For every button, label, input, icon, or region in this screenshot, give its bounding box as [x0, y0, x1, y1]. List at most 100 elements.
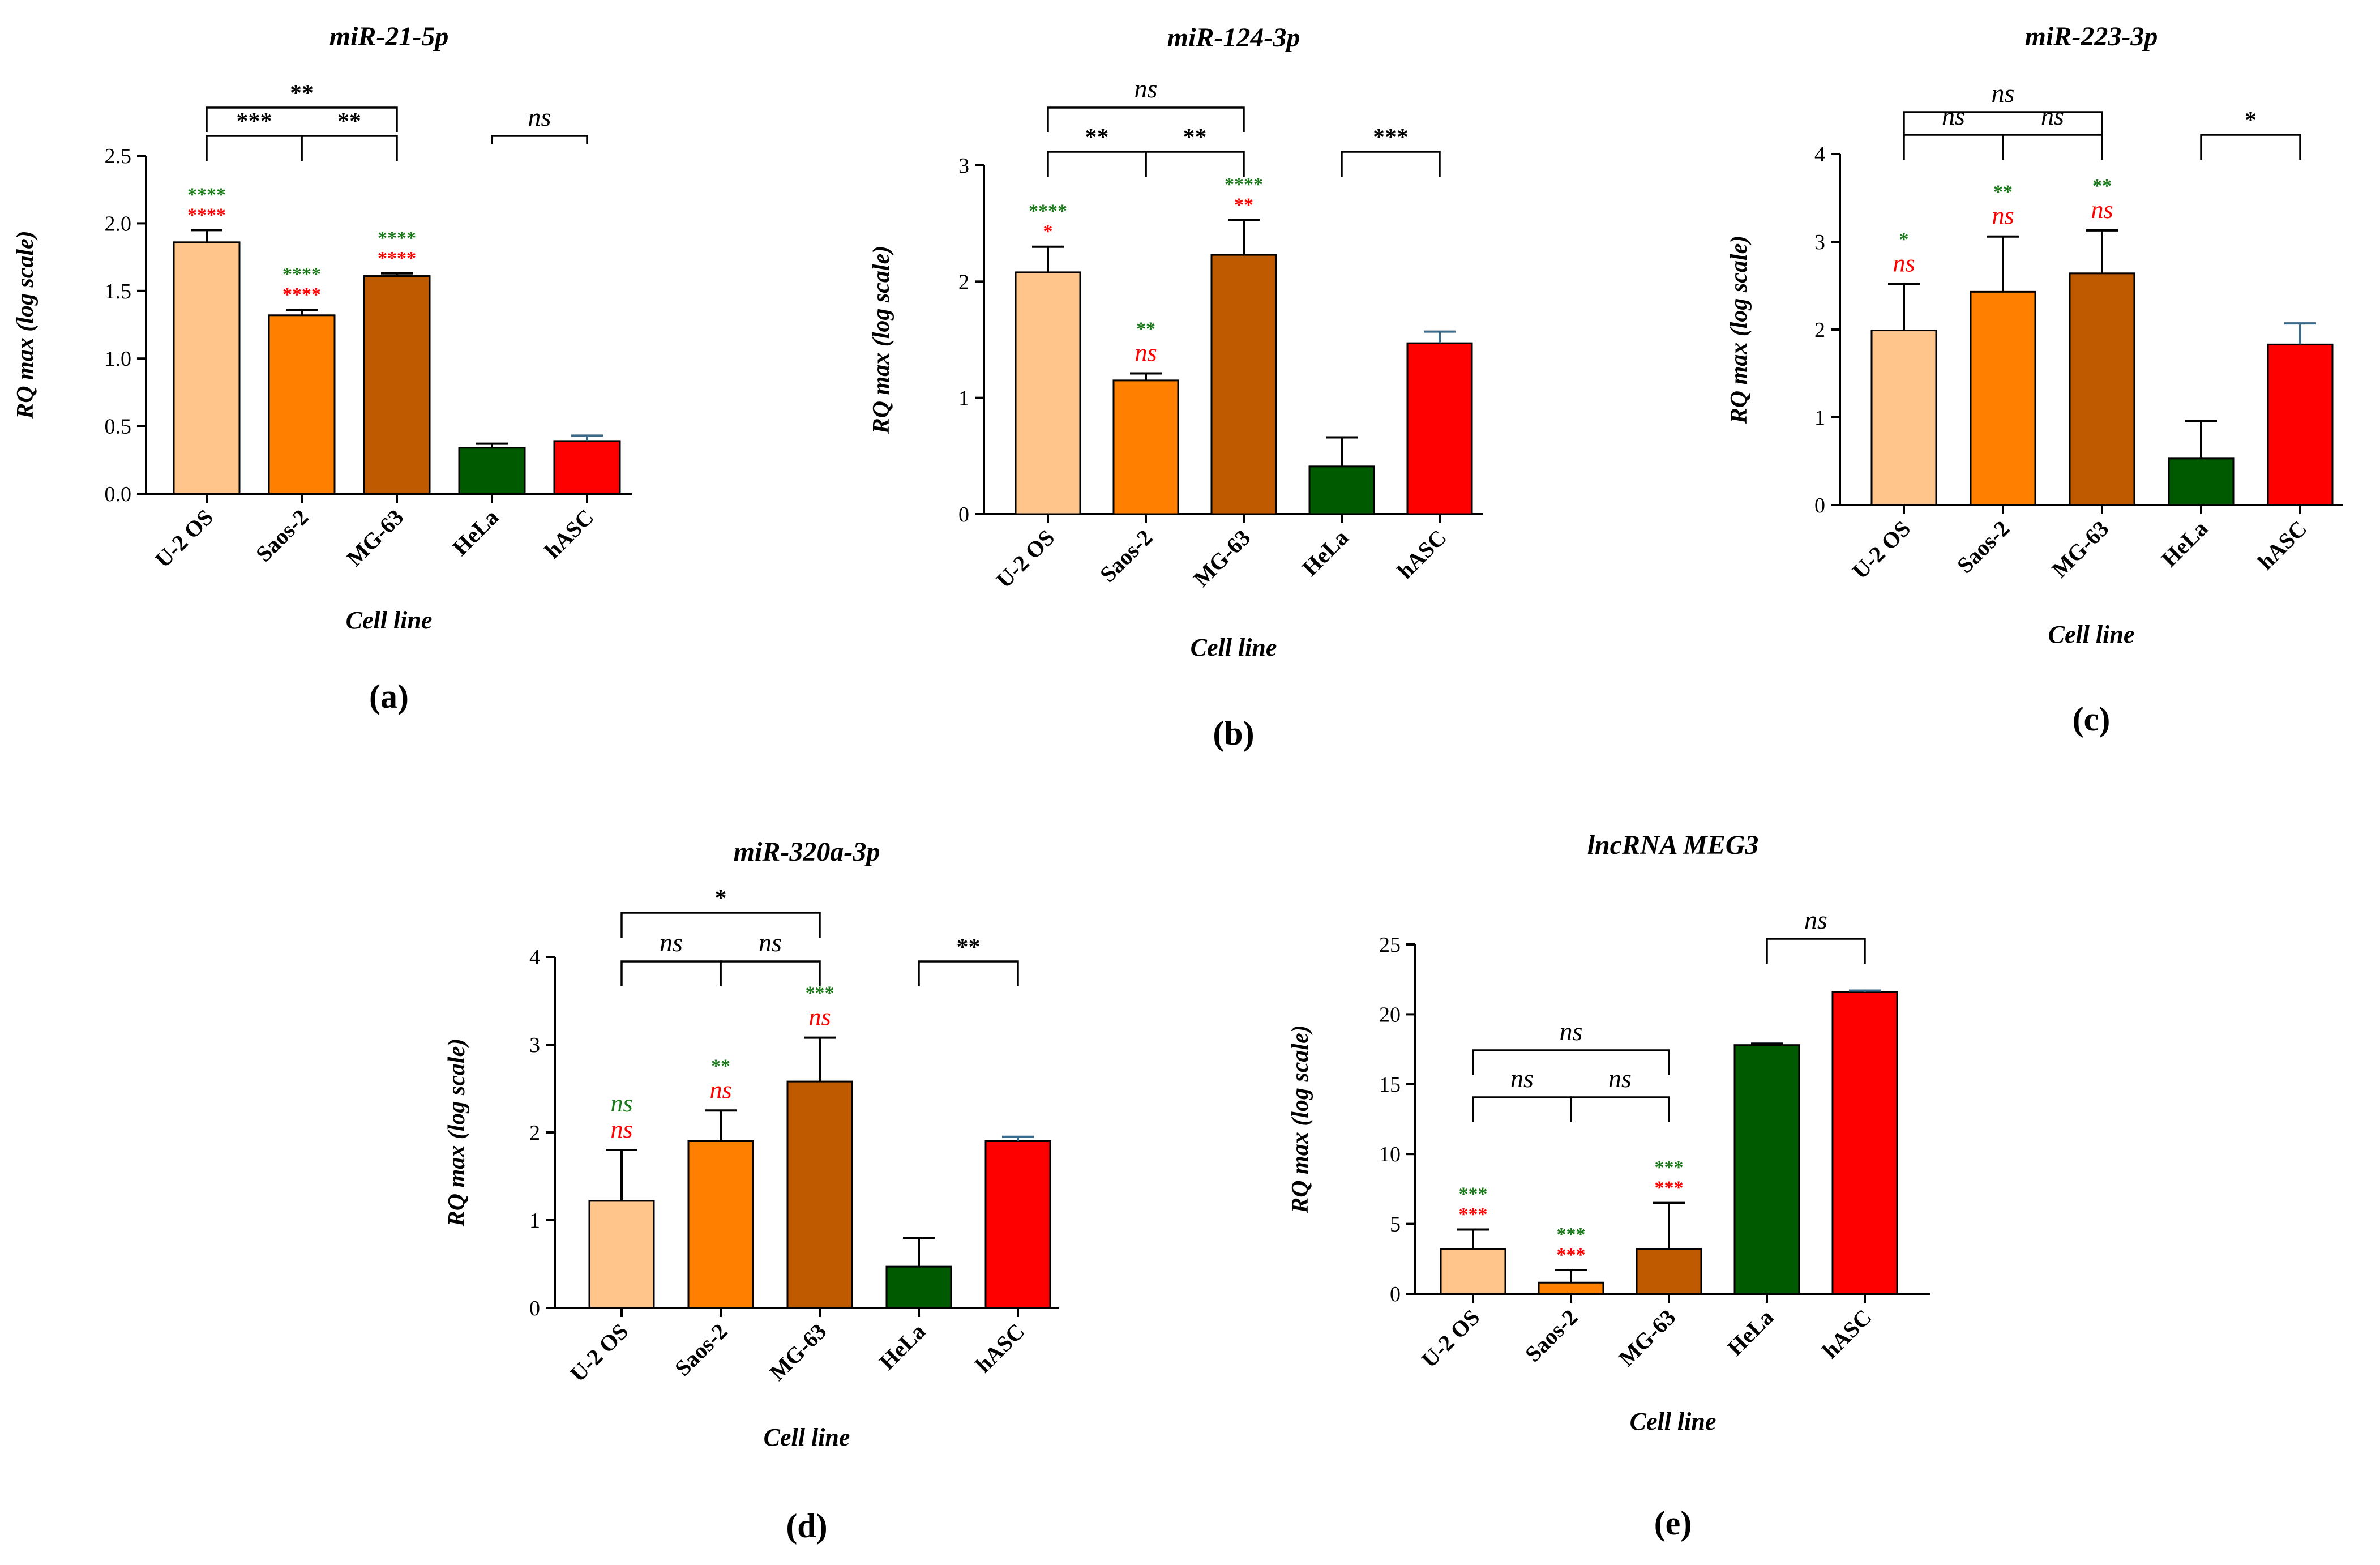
mark-red: *** [1655, 1178, 1684, 1199]
mark-red: ns [1992, 202, 2014, 230]
bracket-label: ns [1510, 1064, 1534, 1093]
mark-red: * [1043, 221, 1053, 242]
bracket-label: ns [1608, 1064, 1632, 1093]
y-tick-label: 1.5 [105, 280, 132, 303]
x-tick-label: U-2 OS [991, 525, 1060, 593]
bracket-label: ns [1804, 905, 1827, 934]
x-tick-label: MG-63 [764, 1319, 831, 1386]
y-tick-label: 5 [1390, 1213, 1401, 1237]
y-tick-label: 10 [1379, 1143, 1401, 1166]
mark-red: ns [709, 1076, 731, 1104]
chart-panel-0: miR-21-5p 0.0 0.5 1.0 1.5 2.0 2.5 RQ max (log s… [12, 22, 632, 715]
chart-panel-4: lncRNA MEG3 0 5 10 15 20 25 RQ max (log scale) U… [1287, 830, 1930, 1542]
mark-red: *** [1557, 1245, 1586, 1265]
mark-red: ns [2091, 196, 2113, 224]
y-axis-label: RQ max (log scale) [12, 230, 38, 419]
bar-HeLa [1308, 465, 1375, 515]
bracket [1766, 938, 1866, 964]
bar-HeLa [885, 1265, 952, 1309]
bracket [1047, 151, 1147, 177]
bracket-label: ** [957, 934, 981, 960]
bracket-label: ** [337, 109, 361, 135]
bracket-label: ** [290, 80, 314, 106]
bracket-label: *** [1373, 125, 1409, 151]
bracket [1570, 1096, 1670, 1122]
y-tick-label: 0.0 [105, 482, 132, 506]
bar-U-2-OS [588, 1200, 655, 1309]
bar-hASC [2267, 343, 2334, 506]
x-tick-label: hASC [1392, 525, 1451, 584]
chart-title: miR-124-3p [1167, 23, 1300, 53]
x-axis-label: Cell line [1630, 1408, 1716, 1435]
x-tick-label: Saos-2 [251, 504, 313, 567]
y-axis-label: RQ max (log scale) [1726, 236, 1752, 424]
bar-Saos-2 [1538, 1281, 1604, 1295]
y-tick-label: 1.0 [105, 347, 132, 371]
bracket-label: ** [1183, 125, 1207, 151]
bracket [491, 135, 588, 144]
panel-label: (e) [1654, 1504, 1692, 1542]
bar-U-2-OS [1870, 330, 1937, 506]
x-tick-label: Saos-2 [1095, 525, 1157, 587]
bracket [1903, 111, 2103, 137]
mark-green: **** [282, 264, 321, 285]
mark-green: *** [806, 983, 834, 1004]
y-tick-label: 0 [958, 503, 969, 527]
y-tick-label: 1 [958, 387, 969, 411]
y-tick-label: 1 [529, 1209, 540, 1233]
bracket [206, 106, 398, 132]
bracket-label: * [2245, 108, 2257, 134]
mark-red: **** [187, 204, 226, 225]
bar-hASC [984, 1140, 1051, 1309]
bracket-label: *** [237, 109, 272, 135]
x-tick-label: MG-63 [341, 504, 408, 571]
bracket-label: ** [1085, 125, 1109, 151]
bar-HeLa [458, 447, 526, 495]
x-tick-label: hASC [2253, 516, 2311, 575]
x-tick-label: U-2 OS [1847, 516, 1916, 584]
y-tick-label: 2 [529, 1121, 540, 1145]
x-tick-label: HeLa [2156, 516, 2212, 572]
y-tick-label: 2 [1814, 318, 1825, 342]
x-tick-label: HeLa [1722, 1305, 1778, 1361]
bracket-label: ns [528, 102, 551, 131]
y-axis-label: RQ max (log scale) [1287, 1025, 1313, 1213]
x-tick-label: U-2 OS [1416, 1305, 1485, 1373]
x-tick-label: U-2 OS [565, 1319, 633, 1387]
panel-label: (c) [2073, 700, 2111, 738]
y-tick-label: 3 [958, 154, 969, 178]
bar-Saos-2 [268, 314, 336, 495]
bracket-label: ns [2041, 101, 2064, 130]
x-tick-label: hASC [1817, 1305, 1876, 1363]
y-tick-label: 4 [529, 946, 540, 969]
bracket [620, 912, 821, 938]
bracket [720, 960, 821, 986]
mark-red: *** [1459, 1204, 1488, 1225]
x-tick-label: Saos-2 [1520, 1305, 1582, 1367]
bracket [1145, 151, 1245, 177]
mark-green: ** [1993, 182, 2013, 203]
bracket [2002, 134, 2103, 160]
x-tick-label: MG-63 [1613, 1305, 1680, 1371]
bracket [918, 960, 1019, 986]
mark-red: ns [1893, 249, 1915, 277]
mark-green: *** [1557, 1224, 1586, 1245]
mark-green: ns [610, 1089, 632, 1117]
mark-red: **** [378, 248, 416, 269]
y-axis-label: RQ max (log scale) [444, 1038, 470, 1227]
y-tick-label: 0.5 [105, 415, 132, 439]
y-tick-label: 1 [1814, 406, 1825, 430]
x-tick-label: hASC [540, 504, 598, 563]
bracket-label: ns [759, 928, 782, 957]
chart-title: miR-223-3p [2025, 22, 2158, 52]
bracket-label: ns [1992, 79, 2015, 108]
y-tick-label: 20 [1379, 1003, 1401, 1027]
x-tick-label: Saos-2 [1952, 516, 2014, 578]
y-tick-label: 2.5 [105, 144, 132, 168]
x-axis-label: Cell line [1191, 634, 1277, 661]
bar-Saos-2 [1112, 379, 1179, 515]
y-tick-label: 3 [529, 1033, 540, 1057]
mark-red: ** [1234, 195, 1253, 216]
bar-U-2-OS [1015, 271, 1081, 515]
